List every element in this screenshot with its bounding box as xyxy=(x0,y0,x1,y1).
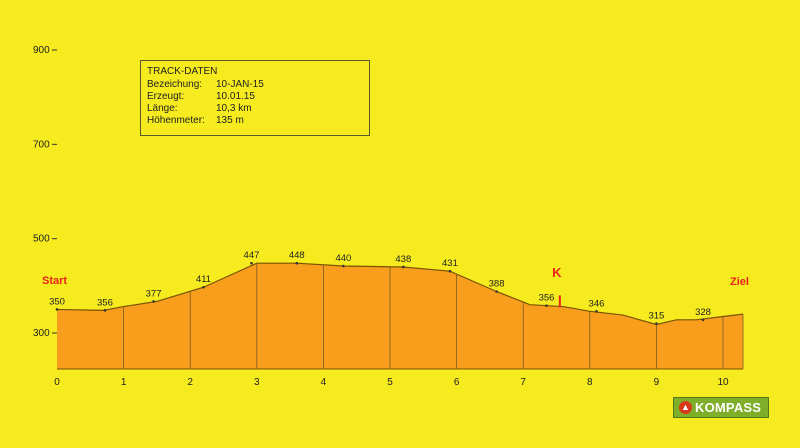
end-label: Ziel xyxy=(730,276,749,288)
info-value: 10,3 km xyxy=(216,103,252,114)
x-tick-label: 0 xyxy=(54,377,60,388)
elevation-area-layer xyxy=(56,262,744,370)
elevation-label: 411 xyxy=(196,274,211,285)
elevation-label: 431 xyxy=(442,258,458,269)
track-data-title: TRACK-DATEN xyxy=(147,66,218,77)
info-key: Höhenmeter: xyxy=(147,115,205,126)
y-tick-label: 300 xyxy=(33,328,50,339)
elevation-label: 350 xyxy=(49,296,65,307)
waypoint-dot xyxy=(152,300,155,303)
info-row-bezeichung: Bezeichung: 10-JAN-15 xyxy=(147,79,369,91)
kompass-logo-icon: ▲ xyxy=(679,401,692,414)
waypoint-dot xyxy=(595,310,598,313)
k-marker-label: K xyxy=(552,265,562,280)
elevation-label: 440 xyxy=(335,253,351,264)
x-tick-label: 4 xyxy=(321,377,327,388)
elevation-label: 377 xyxy=(146,288,162,299)
x-tick-label: 5 xyxy=(387,377,393,388)
waypoint-dot xyxy=(202,285,205,289)
x-tick-label: 3 xyxy=(254,377,260,388)
track-data-box: TRACK-DATEN Bezeichung: 10-JAN-15 Erzeug… xyxy=(140,60,370,136)
info-value: 10.01.15 xyxy=(216,91,255,102)
elevation-label: 447 xyxy=(244,250,260,261)
x-tick-label: 7 xyxy=(520,377,526,388)
x-tick-label: 8 xyxy=(587,377,593,388)
info-row-hoehenmeter: Höhenmeter: 135 m xyxy=(147,115,369,127)
info-value: 10-JAN-15 xyxy=(216,79,264,90)
elevation-label: 438 xyxy=(395,254,411,265)
x-tick-label: 10 xyxy=(717,377,729,388)
waypoint-dot xyxy=(342,264,345,268)
waypoint-dot xyxy=(545,304,548,307)
waypoint-dot xyxy=(55,308,59,311)
waypoint-dot xyxy=(103,309,107,312)
x-tick-label: 2 xyxy=(187,377,193,388)
waypoint-dot xyxy=(250,261,253,265)
info-key: Erzeugt: xyxy=(147,91,185,102)
info-key: Länge: xyxy=(147,103,178,114)
elevation-area xyxy=(57,263,743,369)
elevation-label: 356 xyxy=(539,293,555,304)
elevation-label: 448 xyxy=(289,250,305,261)
x-tick-label: 6 xyxy=(454,377,460,388)
elevation-line xyxy=(56,262,744,326)
waypoint-dot xyxy=(295,261,299,265)
waypoint-dot xyxy=(402,265,405,269)
kompass-logo-text: KOMPASS xyxy=(695,400,762,415)
start-label: Start xyxy=(42,275,67,287)
y-tick-label: 900 xyxy=(33,45,50,56)
waypoint-dot xyxy=(448,269,452,273)
chart-markers-layer: 350 356 377 411 447 448 440 438 431 388 356 346 315 3… xyxy=(42,250,749,325)
elevation-label: 356 xyxy=(97,297,113,308)
elevation-label: 328 xyxy=(695,307,711,318)
x-tick-label: 1 xyxy=(121,377,127,388)
info-value: 135 m xyxy=(216,115,244,126)
kompass-logo: ▲ KOMPASS xyxy=(673,397,769,418)
info-key: Bezeichung: xyxy=(147,79,203,90)
info-row-erzeugt: Erzeugt: 10.01.15 xyxy=(147,91,369,103)
x-tick-label: 9 xyxy=(654,377,660,388)
info-row-laenge: Länge: 10,3 km xyxy=(147,103,369,115)
elevation-label: 346 xyxy=(589,298,605,309)
waypoint-dot xyxy=(655,322,658,325)
y-tick-label: 700 xyxy=(33,139,50,150)
waypoint-dot xyxy=(495,290,498,293)
elevation-label: 315 xyxy=(648,311,664,322)
waypoint-dot xyxy=(701,318,705,322)
y-tick-label: 500 xyxy=(33,234,50,245)
chart-axes: 300 500 700 900 0 1 2 3 4 5 6 7 8 9 10 xyxy=(33,45,729,388)
elevation-label: 388 xyxy=(489,278,505,289)
